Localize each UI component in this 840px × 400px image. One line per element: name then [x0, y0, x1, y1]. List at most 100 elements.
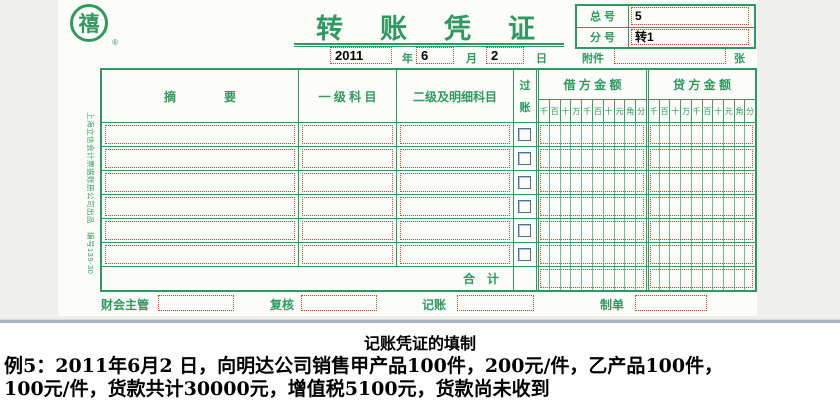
level2-subject-input[interactable] — [400, 245, 510, 264]
debit-amount-input[interactable] — [540, 149, 644, 168]
level2-subject-input[interactable] — [400, 197, 510, 216]
amount-subcell — [701, 171, 713, 194]
credit-amount-input[interactable] — [650, 197, 753, 216]
level2-subject-input[interactable] — [400, 221, 510, 240]
amount-subcell — [658, 147, 670, 170]
level1-subject-input[interactable] — [302, 173, 393, 192]
amount-subcell — [701, 195, 713, 218]
attachment-count-input[interactable] — [614, 47, 726, 64]
amount-subcell — [744, 171, 755, 194]
amount-subcell — [744, 219, 755, 242]
amount-subcell — [548, 219, 560, 242]
amount-subcell — [559, 123, 571, 146]
sub-number-label: 分 号 — [577, 26, 629, 47]
amount-subcell — [690, 267, 702, 290]
level2-subject-input[interactable] — [400, 125, 510, 144]
posting-checkbox[interactable] — [518, 200, 531, 213]
credit-amount-cell — [646, 123, 755, 146]
summary-input[interactable] — [105, 149, 295, 168]
posting-checkbox[interactable] — [518, 152, 531, 165]
amount-subcell — [602, 267, 614, 290]
debit-amount-cell — [536, 195, 646, 218]
amount-subcell — [658, 195, 670, 218]
credit-total-input[interactable] — [650, 269, 753, 288]
credit-amount-input[interactable] — [650, 125, 753, 144]
table-header: 摘 要 一 级 科 目 二级及明细科目 过 账 借 方 金 额 千百十万千百十元… — [102, 70, 755, 122]
posting-cell — [513, 123, 536, 146]
summary-input[interactable] — [105, 173, 295, 192]
total-row: 合 计 — [102, 266, 755, 290]
amount-subcell — [712, 123, 723, 146]
voucher-row — [102, 122, 755, 146]
posting-header-top: 过 — [519, 80, 531, 92]
publisher-logo: 禧 ® — [70, 4, 118, 47]
amount-subcell — [712, 267, 723, 290]
digit-column-label: 千 — [539, 106, 548, 116]
amount-grid — [539, 243, 646, 266]
bookkeeper-label: 记账 — [422, 298, 447, 312]
amount-subcell — [680, 219, 691, 242]
posting-checkbox[interactable] — [518, 176, 531, 189]
credit-amount-label: 贷 方 金 额 — [649, 70, 755, 100]
credit-amount-input[interactable] — [650, 245, 753, 264]
debit-amount-input[interactable] — [540, 197, 644, 216]
posting-header-bottom: 账 — [519, 102, 531, 114]
debit-amount-cell — [536, 123, 646, 146]
debit-total-input[interactable] — [540, 269, 644, 288]
debit-amount-input[interactable] — [540, 173, 644, 192]
amount-subcell — [602, 243, 614, 266]
sub-number-input[interactable]: 转1 — [631, 28, 749, 45]
amount-subcell — [635, 123, 646, 146]
posting-checkbox[interactable] — [518, 224, 531, 237]
level1-subject-input[interactable] — [302, 221, 393, 240]
summary-input[interactable] — [105, 197, 295, 216]
credit-amount-input[interactable] — [650, 173, 753, 192]
year-input[interactable]: 2011 — [330, 47, 392, 64]
summary-input[interactable] — [105, 125, 295, 144]
amount-grid — [539, 219, 646, 242]
amount-subcell — [669, 195, 680, 218]
debit-amount-input[interactable] — [540, 245, 644, 264]
amount-subcell — [570, 219, 581, 242]
section-divider — [0, 319, 840, 323]
digit-column-label: 千 — [649, 106, 658, 116]
level2-subject-input[interactable] — [400, 173, 510, 192]
digit-column-label: 十 — [712, 100, 723, 122]
level1-subject-cell — [298, 219, 396, 242]
reviewer-signature-input[interactable] — [301, 295, 377, 311]
level1-subject-input[interactable] — [302, 125, 393, 144]
day-input[interactable]: 2 — [486, 47, 524, 64]
supervisor-signature-input[interactable] — [158, 295, 234, 311]
amount-subcell — [722, 219, 734, 242]
posting-checkbox[interactable] — [518, 248, 531, 261]
posting-checkbox[interactable] — [518, 128, 531, 141]
amount-grid — [539, 267, 646, 290]
credit-amount-cell — [646, 243, 755, 266]
credit-digit-headers: 千百十万千百十元角分 — [649, 100, 755, 122]
amount-subcell — [624, 267, 635, 290]
bookkeeper-signature-input[interactable] — [457, 295, 534, 311]
amount-subcell — [570, 195, 581, 218]
amount-subcell — [733, 219, 745, 242]
debit-amount-input[interactable] — [540, 221, 644, 240]
summary-input[interactable] — [105, 221, 295, 240]
summary-input[interactable] — [105, 245, 295, 264]
amount-subcell — [680, 195, 691, 218]
credit-amount-input[interactable] — [650, 221, 753, 240]
total-number-input[interactable]: 5 — [631, 7, 749, 25]
level2-subject-input[interactable] — [400, 149, 510, 168]
total-label: 合 计 — [462, 272, 499, 286]
month-input[interactable]: 6 — [416, 47, 454, 64]
sub-number-cell: 转1 — [629, 26, 754, 48]
preparer-signature-input[interactable] — [635, 295, 707, 311]
credit-amount-input[interactable] — [650, 149, 753, 168]
debit-amount-input[interactable] — [540, 125, 644, 144]
year-unit-label: 年 — [402, 53, 413, 65]
level1-subject-input[interactable] — [302, 245, 393, 264]
amount-subcell — [581, 267, 592, 290]
level1-subject-input[interactable] — [302, 149, 393, 168]
amount-subcell — [744, 195, 755, 218]
debit-amount-cell — [536, 219, 646, 242]
level1-subject-input[interactable] — [302, 197, 393, 216]
amount-subcell — [624, 195, 635, 218]
